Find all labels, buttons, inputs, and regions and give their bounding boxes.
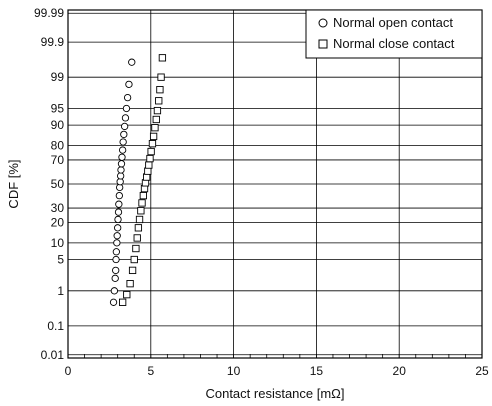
y-tick-label: 30: [51, 201, 65, 215]
open-contact-point: [128, 58, 136, 66]
legend-open-contact-label: Normal open contact: [333, 15, 453, 30]
open-contact-point: [113, 232, 121, 240]
open-contact-point: [109, 298, 118, 306]
y-tick-label: 99.9: [41, 35, 65, 49]
close-contact-point: [139, 191, 147, 200]
open-contact-point: [119, 138, 127, 146]
close-contact-point: [157, 73, 165, 81]
y-tick-label: 20: [51, 216, 65, 230]
open-contact-point: [118, 153, 126, 161]
data-points: [109, 54, 167, 306]
x-axis-label: Contact resistance [mΩ]: [205, 386, 344, 401]
series-2-points: [118, 54, 167, 306]
close-contact-point: [130, 255, 138, 264]
close-contact-point: [146, 154, 154, 163]
close-contact-point: [158, 54, 167, 62]
open-contact-point: [114, 224, 122, 232]
legend-box: [305, 9, 483, 59]
open-contact-point: [117, 160, 126, 168]
open-contact-point: [118, 146, 127, 154]
legend-close-contact-label: Normal close contact: [333, 36, 455, 51]
y-tick-label: 95: [51, 101, 65, 115]
open-contact-point: [122, 104, 131, 113]
close-contact-point: [135, 215, 144, 224]
close-contact-point: [156, 86, 164, 94]
open-contact-point: [114, 215, 122, 224]
close-contact-point: [153, 106, 162, 115]
x-tick-label: 10: [227, 364, 241, 378]
open-contact-point: [112, 266, 120, 275]
y-tick-label: 1: [57, 284, 64, 298]
close-contact-point: [126, 280, 134, 288]
y-tick-label: 5: [57, 253, 64, 267]
y-tick-label: 0.1: [47, 319, 64, 333]
open-contact-point: [117, 166, 125, 174]
x-minor-ticks: [67, 354, 483, 358]
close-contact-point: [144, 167, 152, 175]
y-tick-label: 10: [51, 236, 65, 250]
legend: Normal open contact Normal close contact: [305, 9, 483, 59]
open-contact-point: [120, 122, 129, 131]
x-tick-label: 15: [310, 364, 324, 378]
open-contact-point: [117, 172, 125, 180]
x-tick-label: 25: [475, 364, 489, 378]
open-contact-point: [125, 80, 133, 88]
open-contact-point: [113, 239, 121, 247]
open-contact-point: [121, 114, 130, 122]
close-contact-point: [152, 115, 160, 124]
close-contact-point: [123, 290, 131, 299]
open-contact-point: [115, 191, 123, 200]
close-contact-point: [148, 140, 157, 148]
close-contact-point: [155, 97, 163, 105]
close-contact-point: [134, 224, 143, 232]
open-contact-point: [112, 248, 121, 256]
close-contact-point: [133, 234, 141, 242]
y-tick-label: 99.99: [34, 6, 64, 20]
close-contact-point: [137, 207, 145, 215]
open-contact-point: [115, 200, 123, 208]
series-1-points: [109, 58, 136, 306]
open-contact-point: [111, 274, 119, 282]
open-contact-point: [114, 208, 123, 216]
y-tick-label: 80: [51, 138, 65, 152]
x-tick-label: 5: [147, 364, 154, 378]
open-contact-point: [112, 255, 120, 264]
close-contact-point: [151, 124, 159, 132]
y-tick-label: 50: [51, 177, 65, 191]
y-tick-label: 70: [51, 153, 65, 167]
close-contact-point: [118, 298, 127, 306]
plot-frame: [67, 9, 483, 359]
open-contact-point: [110, 287, 119, 295]
close-contact-point: [132, 244, 140, 253]
legend-open-contact-marker: [318, 18, 328, 28]
y-tick-label: 90: [51, 118, 65, 132]
y-tick-label: 99: [51, 70, 65, 84]
close-contact-point: [138, 199, 146, 207]
x-tick-label: 20: [393, 364, 407, 378]
close-contact-point: [145, 161, 153, 169]
close-contact-point: [149, 132, 158, 141]
legend-close-contact-marker: [318, 39, 328, 49]
open-contact-point: [120, 130, 128, 139]
close-contact-point: [128, 266, 137, 275]
x-tick-label: 0: [65, 364, 72, 378]
close-contact-point: [143, 173, 151, 181]
y-axis-label: CDF [%]: [6, 159, 21, 208]
close-contact-point: [147, 147, 155, 156]
y-tick-label: 0.01: [41, 348, 65, 362]
open-contact-point: [123, 93, 132, 102]
